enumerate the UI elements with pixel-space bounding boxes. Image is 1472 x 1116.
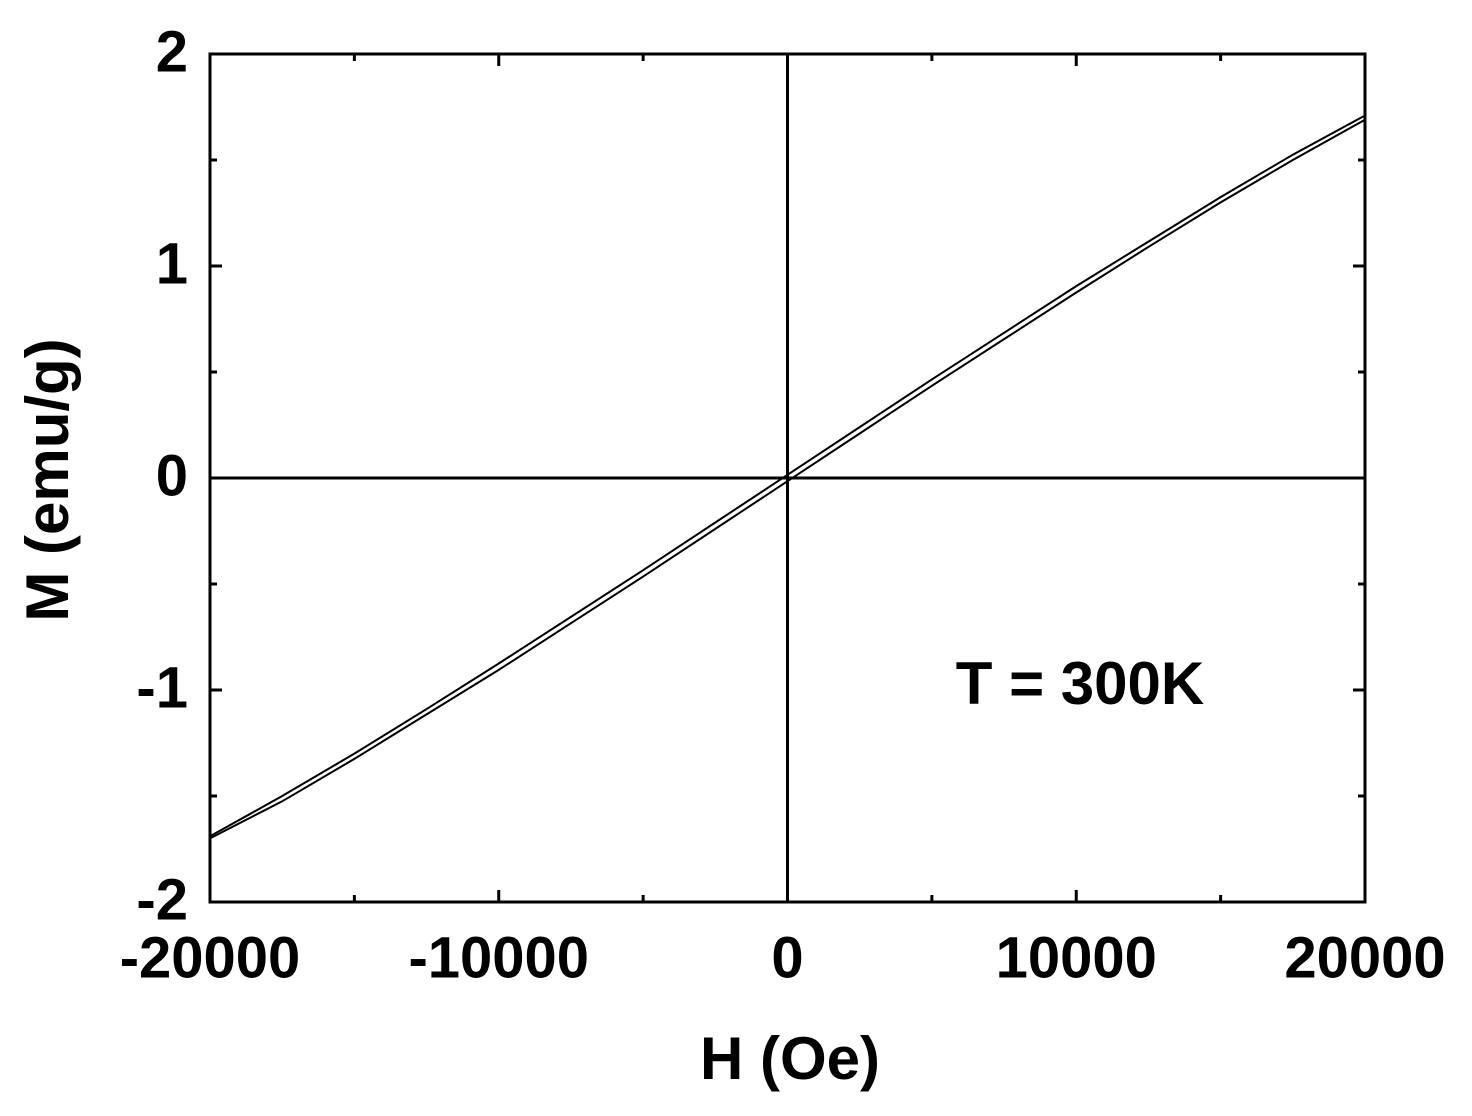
x-tick-label: -10000	[408, 925, 589, 990]
y-tick-label: 0	[156, 443, 188, 508]
series-line	[209, 114, 1366, 838]
y-axis-title: M (emu/g)	[14, 338, 81, 621]
x-axis-title: H (Oe)	[700, 1025, 880, 1092]
plot-frame	[208, 52, 1367, 904]
annotation: T = 300K	[956, 650, 1204, 717]
y-tick-label: -2	[136, 867, 188, 932]
series-line	[209, 118, 1366, 840]
y-tick-label: 1	[156, 231, 188, 296]
y-tick-label: -1	[136, 655, 188, 720]
x-tick-label: 20000	[1284, 925, 1445, 990]
x-tick-label: -20000	[120, 925, 301, 990]
x-tick-label: 10000	[996, 925, 1157, 990]
y-tick-label: 2	[156, 19, 188, 84]
x-tick-label: 0	[771, 925, 803, 990]
